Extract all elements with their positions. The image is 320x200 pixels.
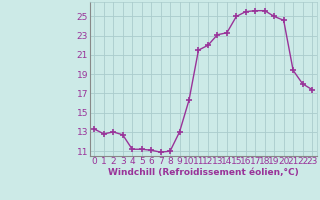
X-axis label: Windchill (Refroidissement éolien,°C): Windchill (Refroidissement éolien,°C) <box>108 168 299 177</box>
